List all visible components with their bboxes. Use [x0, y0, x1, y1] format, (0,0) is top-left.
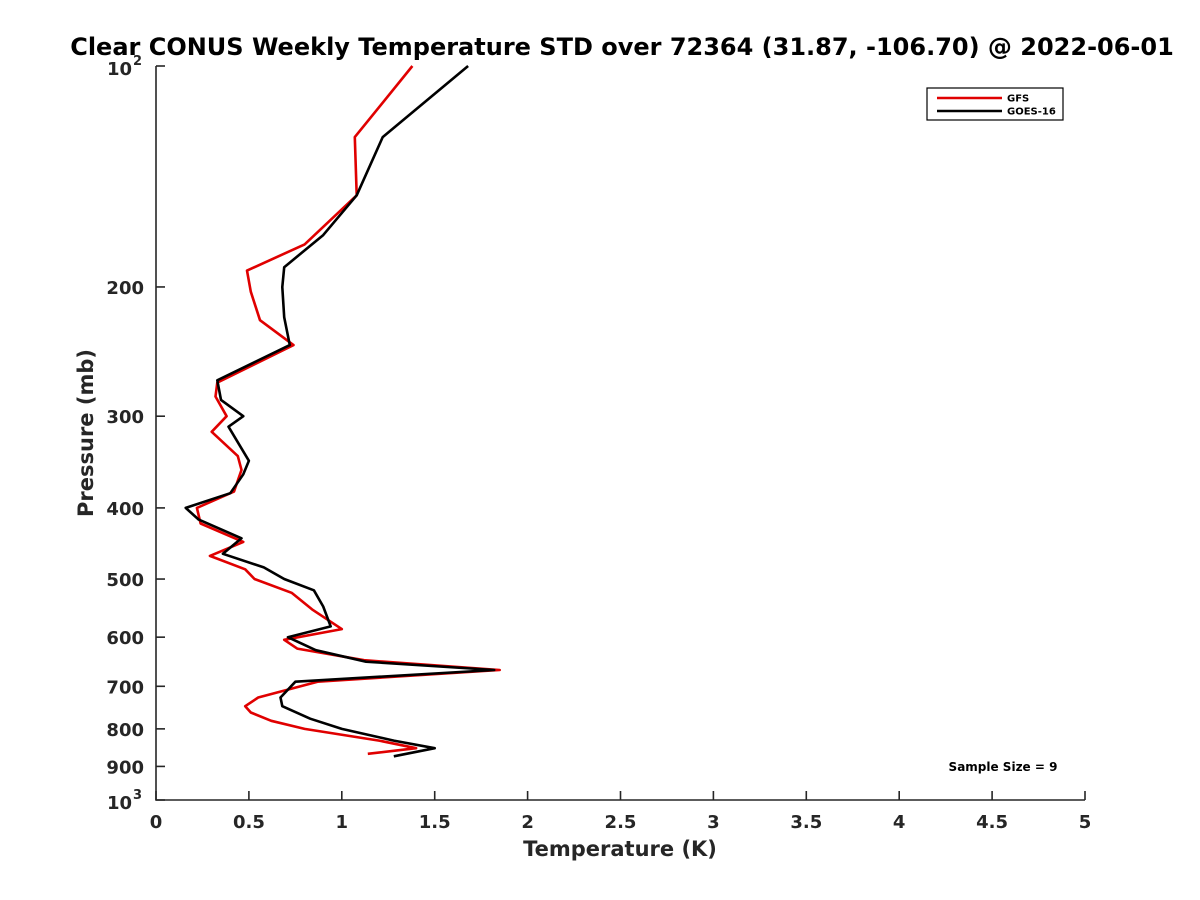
- x-tick-label: 1.5: [419, 812, 451, 833]
- x-axis-label: Temperature (K): [523, 837, 717, 861]
- x-tick-label: 5: [1079, 812, 1092, 833]
- y-tick-label: 400: [106, 499, 144, 520]
- y-tick-label: 300: [106, 407, 144, 428]
- y-tick-label: 10: [107, 793, 132, 814]
- sample-size-annotation: Sample Size = 9: [949, 760, 1058, 774]
- y-tick-label: 900: [106, 757, 144, 778]
- y-tick-exponent: 2: [133, 54, 142, 69]
- legend-box: [926, 87, 1064, 121]
- series-layer: [184, 65, 502, 758]
- y-tick-label: 700: [106, 677, 144, 698]
- x-tick-label: 3.5: [790, 812, 822, 833]
- legend-label: GFS: [1007, 94, 1029, 105]
- y-axis-label: Pressure (mb): [74, 349, 98, 517]
- x-tick-label: 3: [707, 812, 720, 833]
- x-tick-label: 4: [893, 812, 906, 833]
- legend: GFS GOES-16: [926, 87, 1064, 121]
- series-line-goes-16: [184, 65, 496, 758]
- x-tick-label: 1: [336, 812, 349, 833]
- y-tick-label: 600: [106, 628, 144, 649]
- y-tick-label: 200: [106, 278, 144, 299]
- chart-title: Clear CONUS Weekly Temperature STD over …: [70, 33, 1174, 61]
- plot-area: 0 0.5 1 1.5 2 2.5 3 3.5 4 4.5 5 10 2200300400500600…: [106, 54, 1091, 833]
- series-line-gfs: [195, 65, 502, 756]
- x-tick-label: 2: [521, 812, 534, 833]
- x-tick-label: 4.5: [976, 812, 1008, 833]
- y-tick-label: 10: [107, 59, 132, 80]
- x-tick-label: 0: [150, 812, 163, 833]
- legend-label: GOES-16: [1007, 107, 1056, 118]
- x-tick-label: 0.5: [233, 812, 265, 833]
- x-axis-ticks: 0 0.5 1 1.5 2 2.5 3 3.5 4 4.5 5: [150, 791, 1092, 833]
- y-tick-exponent: 3: [133, 788, 142, 803]
- y-tick-label: 800: [106, 720, 144, 741]
- y-tick-label: 500: [106, 570, 144, 591]
- x-tick-label: 2.5: [605, 812, 637, 833]
